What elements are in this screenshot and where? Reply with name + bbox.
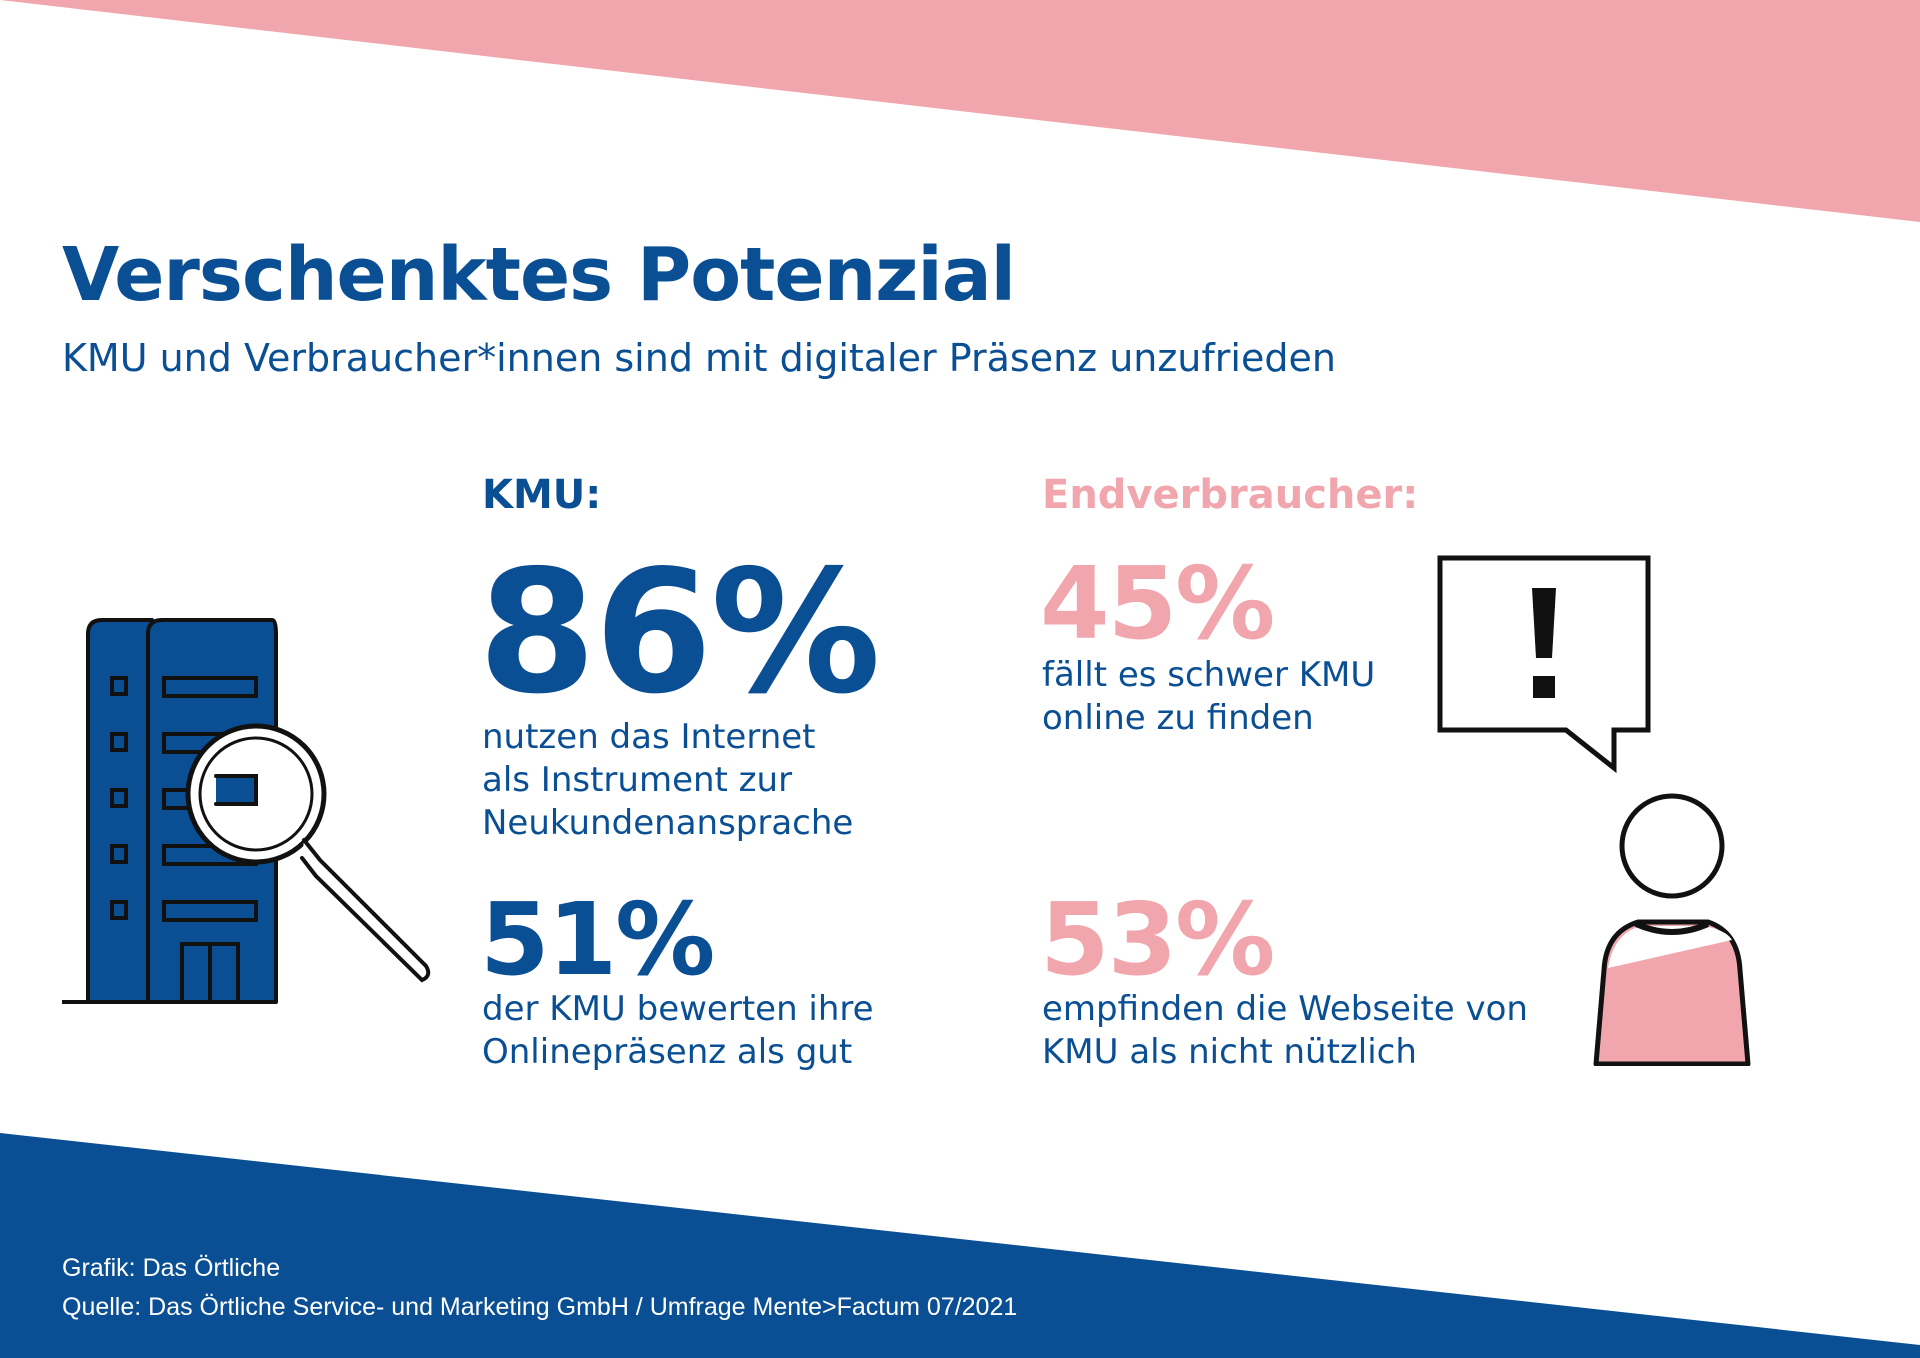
top-pink-band [0, 0, 1920, 222]
bottom-blue-band [0, 1133, 1920, 1358]
building-with-magnifier-icon [62, 618, 431, 1004]
source-credit: Quelle: Das Örtliche Service- und Market… [62, 1293, 1018, 1321]
consumer-stat-value: 53% [1040, 881, 1275, 998]
kmu-stat-value: 86% [478, 534, 881, 732]
consumer-stat-description: empfinden die Webseite von KMU als nicht… [1042, 989, 1528, 1072]
person-icon [1593, 793, 1751, 1066]
consumer-stat-value: 45% [1040, 545, 1275, 662]
kmu-stat-description: der KMU bewerten ihre Onlinepräsenz als … [482, 989, 874, 1072]
kmu-heading: KMU: [482, 472, 602, 518]
graphic-credit: Grafik: Das Örtliche [62, 1254, 281, 1282]
page-title: Verschenktes Potenzial [62, 232, 1016, 318]
consumer-stat-description: fällt es schwer KMU online zu finden [1042, 655, 1376, 738]
speech-bubble-exclamation-icon [1437, 555, 1651, 774]
kmu-stat-value: 51% [480, 881, 715, 998]
kmu-stat-description: nutzen das Internet als Instrument zur N… [482, 717, 854, 843]
consumer-heading: Endverbraucher: [1042, 472, 1419, 518]
page-subtitle: KMU und Verbraucher*innen sind mit digit… [62, 336, 1336, 380]
